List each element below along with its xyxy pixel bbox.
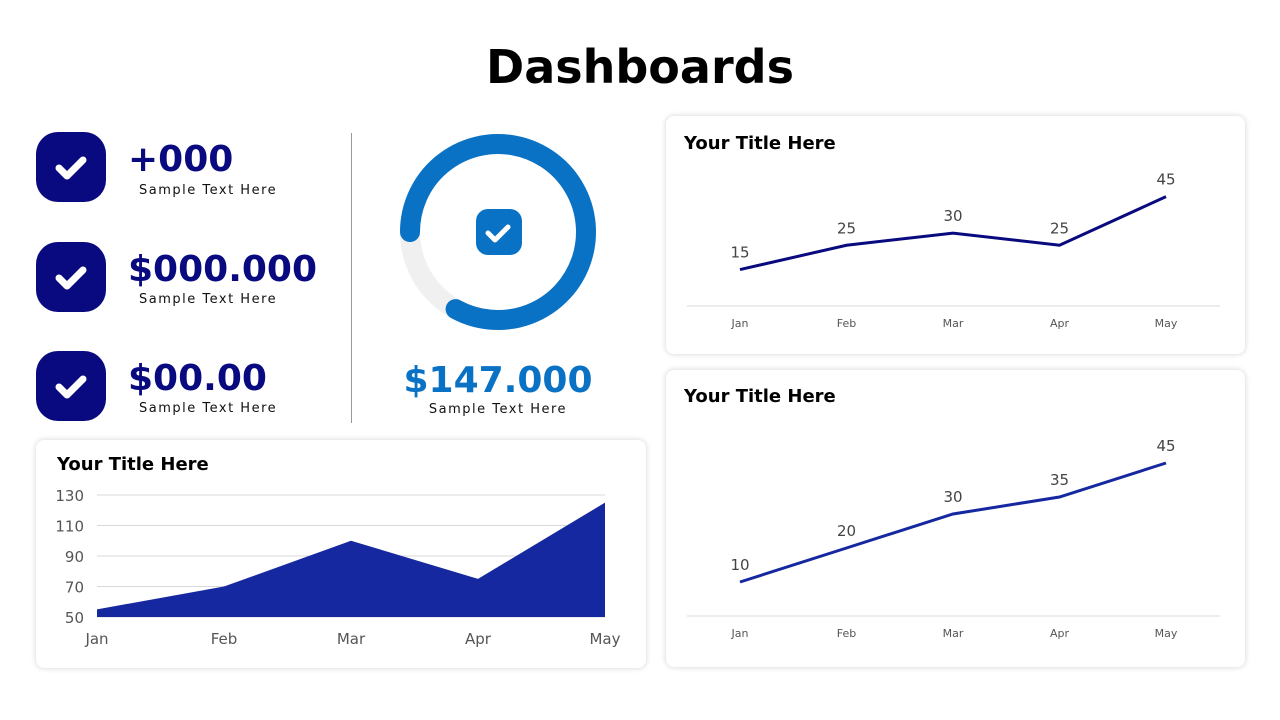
line-chart-card-1: Your Title Here 15 25 30 25 45 Jan Feb Mar Apr Ma… xyxy=(666,116,1245,354)
kpi-value: +000 xyxy=(128,139,234,180)
y-tick-label: 70 xyxy=(65,579,84,597)
check-icon xyxy=(36,242,106,312)
data-label: 20 xyxy=(837,522,856,540)
check-icon xyxy=(476,209,522,255)
data-label: 45 xyxy=(1156,437,1175,455)
chart-title: Your Title Here xyxy=(684,386,836,407)
x-tick-label: May xyxy=(1155,627,1178,640)
y-tick-label: 50 xyxy=(65,609,84,627)
area-series xyxy=(97,502,605,617)
y-tick-label: 130 xyxy=(55,487,84,505)
check-icon xyxy=(36,351,106,421)
area-chart: 50 70 90 110 130 Jan Feb Mar Apr May xyxy=(55,487,620,648)
x-tick-label: Apr xyxy=(465,630,492,648)
area-chart-card: Your Title Here 50 70 90 110 130 Jan Feb Mar Apr… xyxy=(36,440,646,668)
kpi-value: $000.000 xyxy=(128,249,318,290)
kpi-label: Sample Text Here xyxy=(139,292,278,307)
data-label: 25 xyxy=(1050,219,1069,237)
x-tick-label: May xyxy=(1155,317,1178,330)
x-tick-label: May xyxy=(589,630,620,648)
x-tick-label: Feb xyxy=(211,630,238,648)
donut-value: $147.000 xyxy=(403,360,593,401)
data-label: 25 xyxy=(837,219,856,237)
line-chart-2: 10 20 30 35 45 Jan Feb Mar Apr May xyxy=(687,437,1220,640)
data-label: 30 xyxy=(943,207,962,225)
kpi-label: Sample Text Here xyxy=(139,401,278,416)
data-label: 10 xyxy=(730,556,749,574)
chart-title: Your Title Here xyxy=(684,133,836,154)
kpi-0: +000 Sample Text Here xyxy=(36,132,276,202)
chart-title: Your Title Here xyxy=(57,454,209,475)
kpi-value: $00.00 xyxy=(128,358,267,399)
data-label: 35 xyxy=(1050,471,1069,489)
data-label: 45 xyxy=(1156,171,1175,189)
y-tick-label: 110 xyxy=(55,518,84,536)
divider xyxy=(351,133,352,423)
x-tick-label: Jan xyxy=(731,317,749,330)
x-tick-label: Feb xyxy=(837,627,856,640)
donut-chart xyxy=(400,134,596,330)
line-series xyxy=(739,461,1167,584)
page-title: Dashboards xyxy=(486,40,794,94)
y-tick-label: 90 xyxy=(65,548,84,566)
x-tick-label: Mar xyxy=(337,630,366,648)
data-label: 30 xyxy=(943,488,962,506)
donut-progress xyxy=(400,134,596,330)
check-icon xyxy=(36,132,106,202)
x-tick-label: Mar xyxy=(943,627,964,640)
line-series xyxy=(739,195,1167,272)
x-tick-label: Feb xyxy=(837,317,856,330)
donut-label: Sample Text Here xyxy=(428,402,568,417)
x-tick-label: Jan xyxy=(731,627,749,640)
x-tick-label: Apr xyxy=(1050,317,1070,330)
line-chart-card-2: Your Title Here 10 20 30 35 45 Jan Feb Mar Apr Ma… xyxy=(666,370,1245,667)
kpi-2: $00.00 Sample Text Here xyxy=(36,351,276,421)
kpi-label: Sample Text Here xyxy=(139,183,278,198)
x-tick-label: Jan xyxy=(84,630,108,648)
x-tick-label: Apr xyxy=(1050,627,1070,640)
line-chart-1: 15 25 30 25 45 Jan Feb Mar Apr May xyxy=(687,171,1220,330)
x-tick-label: Mar xyxy=(943,317,964,330)
kpi-1: $000.000 Sample Text Here xyxy=(36,242,317,312)
data-label: 15 xyxy=(730,244,749,262)
